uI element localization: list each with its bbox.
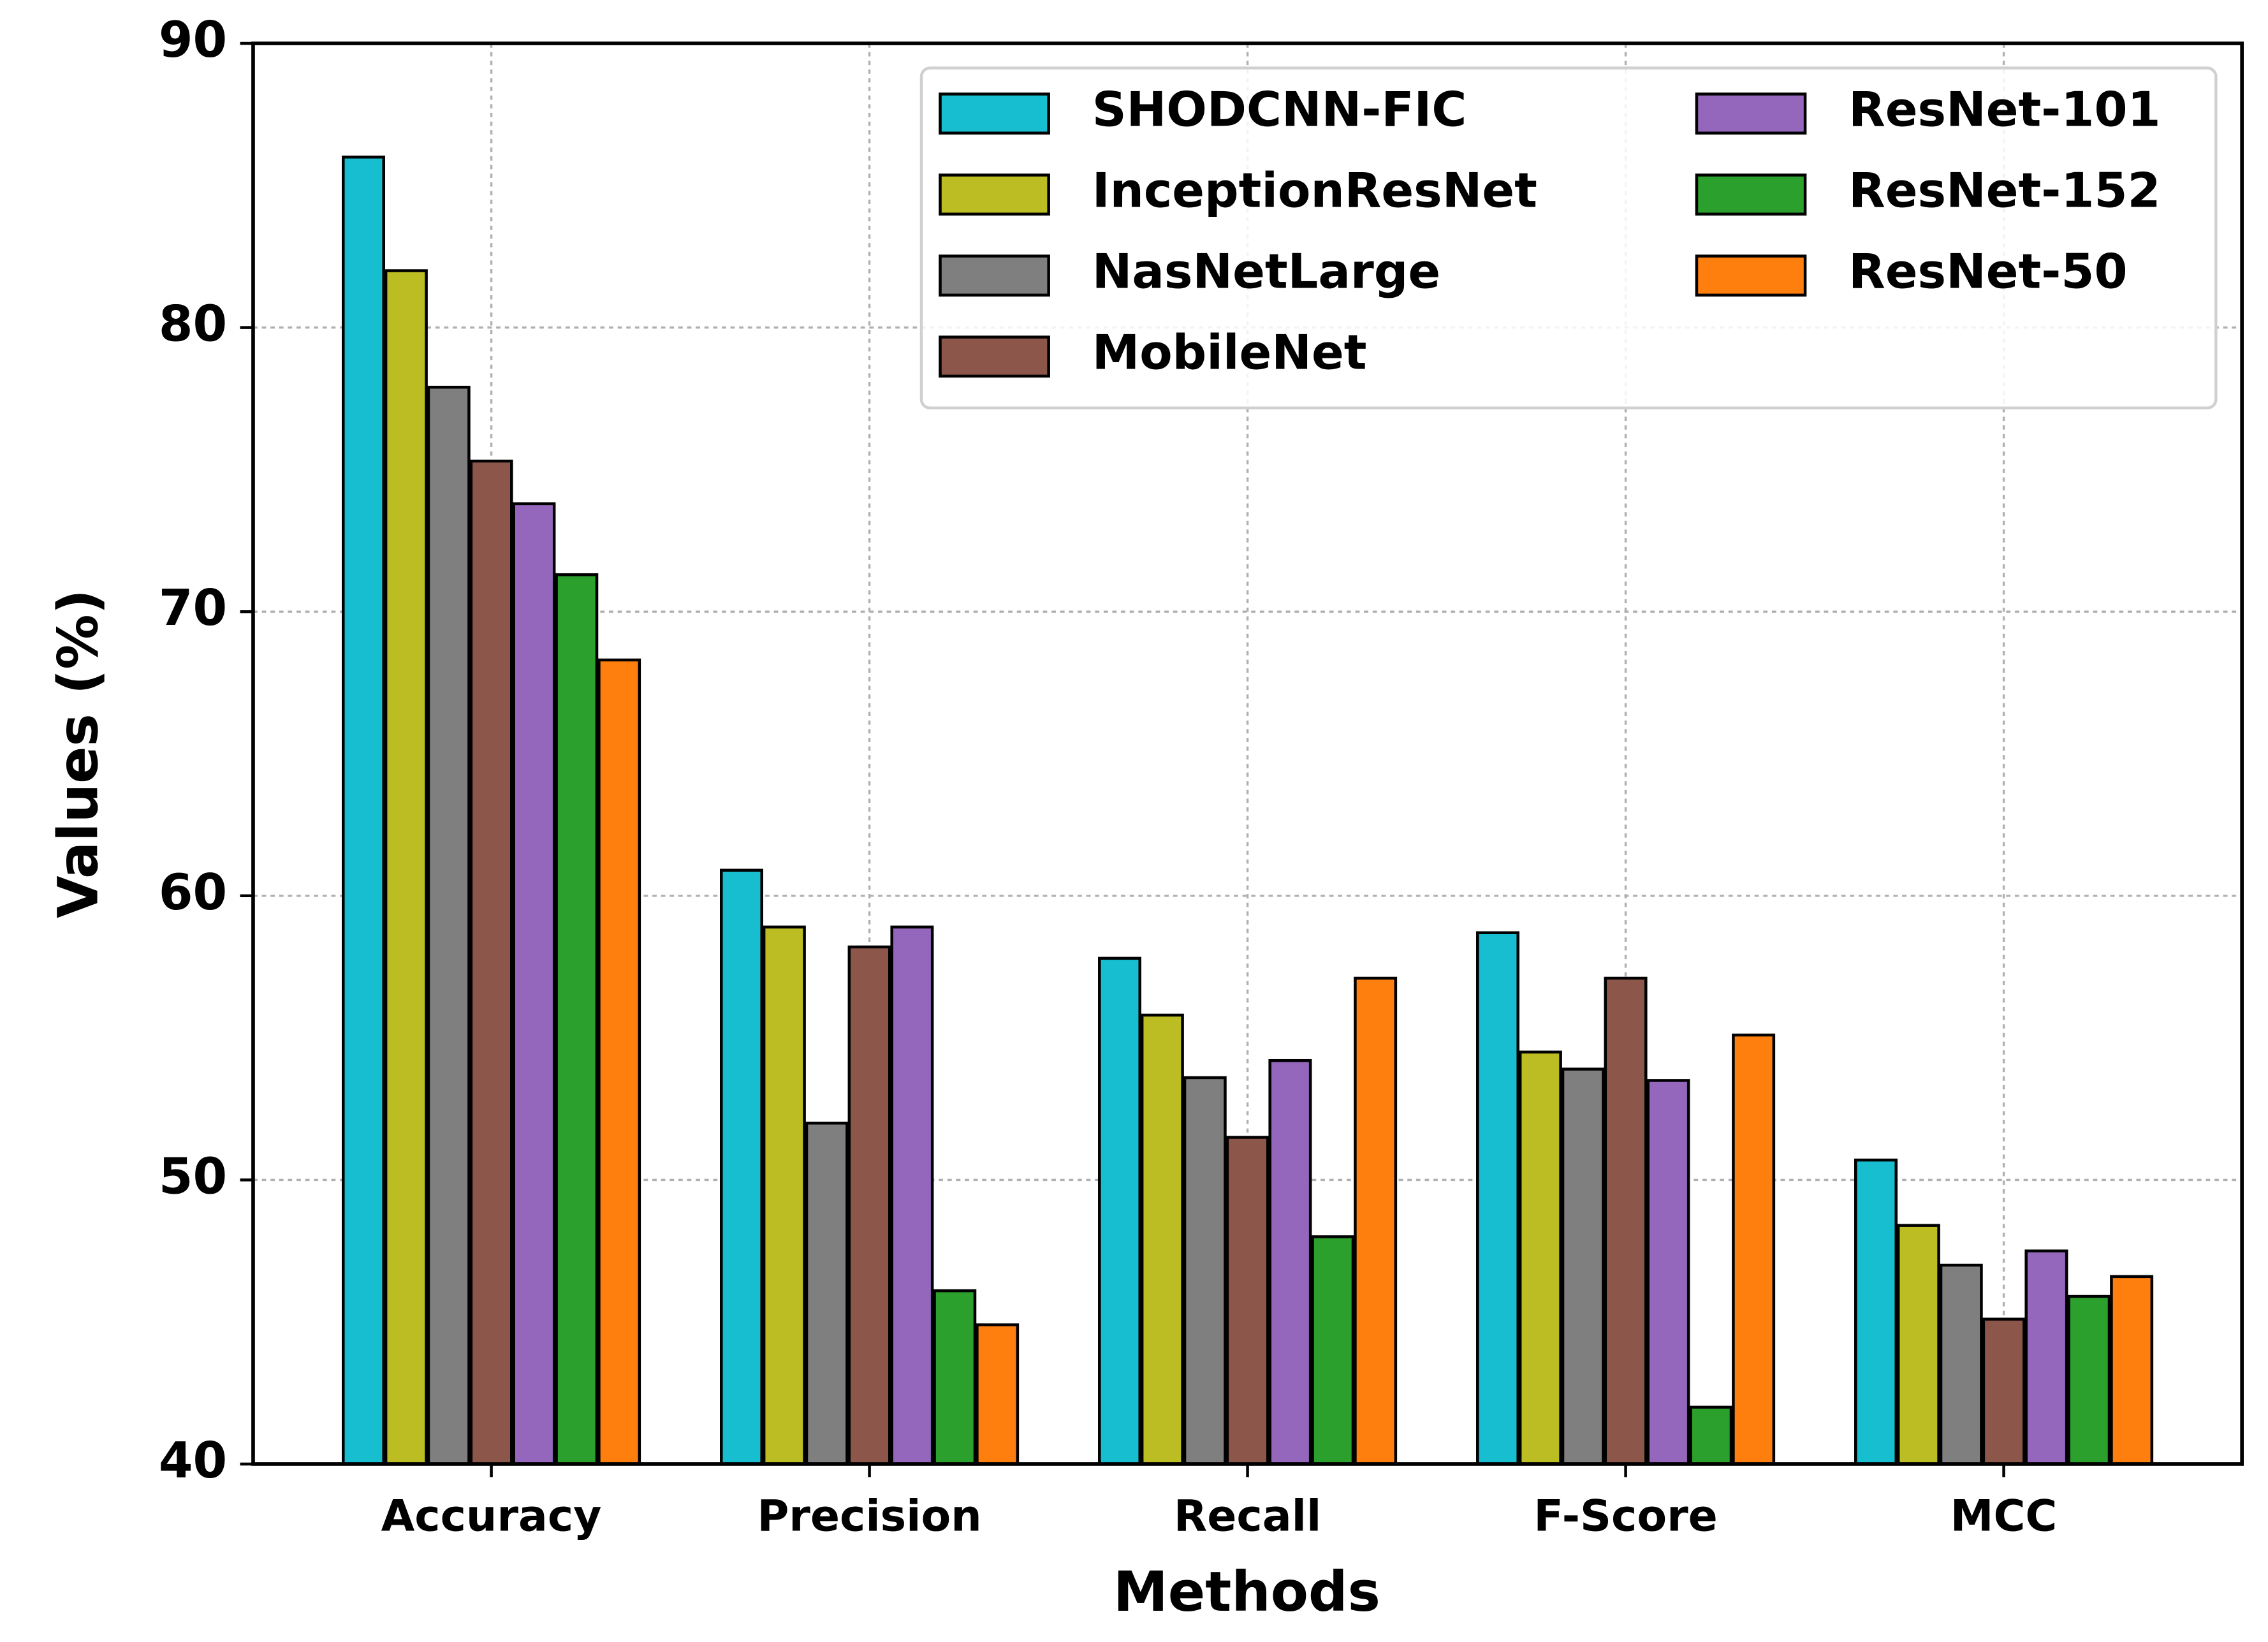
bar	[847, 945, 891, 1466]
x-axis-label: Methods	[1113, 1560, 1380, 1624]
legend-swatch	[1695, 92, 1807, 135]
legend-label: NasNetLarge	[1092, 244, 1440, 300]
bar	[384, 269, 428, 1466]
bar	[1183, 1076, 1227, 1466]
bar	[469, 459, 513, 1466]
legend-label: SHODCNN-FIC	[1092, 82, 1467, 137]
bar	[2110, 1275, 2154, 1466]
bar	[1268, 1059, 1312, 1466]
bar	[1689, 1405, 1733, 1466]
x-tick-label: Precision	[757, 1492, 981, 1542]
y-tick-label: 80	[159, 296, 227, 353]
bar	[976, 1323, 1020, 1466]
y-tick-label: 70	[159, 580, 227, 637]
y-tick-label: 40	[159, 1432, 227, 1490]
y-axis-label: Values (%)	[47, 589, 111, 918]
legend-swatch	[939, 254, 1050, 297]
bar	[1098, 957, 1142, 1466]
bar	[2067, 1294, 2111, 1466]
bar	[342, 156, 386, 1466]
bar	[1939, 1263, 1983, 1466]
bar	[1732, 1033, 1776, 1466]
legend: SHODCNN-FIC InceptionResNet NasNetLarge Mob…	[919, 66, 2218, 410]
legend-swatch	[1695, 173, 1807, 216]
bar	[1140, 1013, 1184, 1466]
bar	[1982, 1317, 2026, 1466]
bar	[512, 502, 556, 1466]
y-tick-label: 50	[159, 1148, 227, 1205]
bar	[762, 925, 806, 1466]
bar	[2024, 1249, 2068, 1466]
y-tick-label: 90	[159, 11, 227, 69]
legend-label: InceptionResNet	[1092, 163, 1537, 219]
bar	[933, 1289, 977, 1466]
legend-swatch	[939, 92, 1050, 135]
legend-label: ResNet-101	[1848, 82, 2160, 137]
legend-label: MobileNet	[1092, 325, 1367, 381]
bar	[1896, 1224, 1940, 1466]
legend-swatch	[939, 335, 1050, 378]
bar	[805, 1121, 849, 1466]
bar	[890, 925, 934, 1466]
legend-swatch	[1695, 254, 1807, 297]
x-tick-label: F-Score	[1533, 1492, 1717, 1542]
bar	[1604, 976, 1648, 1466]
legend-box	[919, 66, 2218, 410]
bar	[1854, 1158, 1898, 1466]
bar	[1311, 1235, 1355, 1466]
bar	[1354, 976, 1398, 1466]
bar	[555, 573, 599, 1466]
x-tick-label: MCC	[1950, 1492, 2058, 1542]
bar	[597, 658, 641, 1466]
bar	[427, 385, 471, 1466]
bar	[1225, 1136, 1269, 1466]
legend-swatch	[939, 173, 1050, 216]
plot-frame	[251, 41, 2244, 1466]
y-tick-label: 60	[159, 864, 227, 921]
bar	[1646, 1079, 1690, 1466]
x-tick-label: Accuracy	[381, 1492, 602, 1542]
bar	[1561, 1067, 1605, 1466]
bar	[1518, 1050, 1562, 1466]
x-tick-label: Recall	[1174, 1492, 1321, 1542]
bar	[720, 869, 764, 1466]
legend-label: ResNet-152	[1848, 163, 2160, 219]
legend-label: ResNet-50	[1848, 244, 2127, 300]
bar	[1476, 931, 1520, 1466]
